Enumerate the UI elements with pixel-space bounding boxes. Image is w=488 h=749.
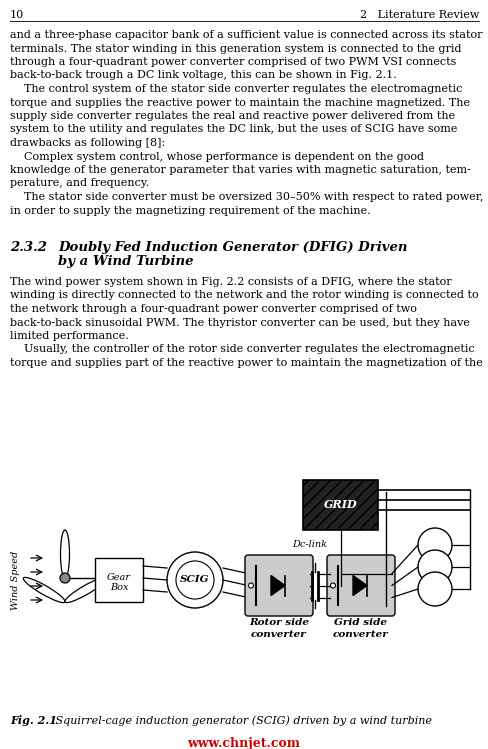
Text: Complex system control, whose performance is dependent on the good: Complex system control, whose performanc… [10, 151, 423, 162]
Text: Doubly Fed Induction Generator (DFIG) Driven: Doubly Fed Induction Generator (DFIG) Dr… [58, 241, 407, 254]
Text: perature, and frequency.: perature, and frequency. [10, 178, 149, 189]
Polygon shape [352, 575, 366, 595]
Text: in order to supply the magnetizing requirement of the machine.: in order to supply the magnetizing requi… [10, 205, 370, 216]
Bar [303, 480, 377, 530]
Circle shape [330, 583, 335, 588]
Text: Fig. 2.1: Fig. 2.1 [10, 715, 57, 726]
Ellipse shape [23, 577, 65, 603]
Text: torque and supplies the reactive power to maintain the machine magnetized. The: torque and supplies the reactive power t… [10, 97, 469, 108]
Text: back-to-back sinusoidal PWM. The thyristor converter can be used, but they have: back-to-back sinusoidal PWM. The thyrist… [10, 318, 469, 327]
Text: by a Wind Turbine: by a Wind Turbine [58, 255, 193, 268]
Text: The wind power system shown in Fig. 2.2 consists of a DFIG, where the stator: The wind power system shown in Fig. 2.2 … [10, 277, 451, 287]
Ellipse shape [61, 530, 69, 578]
Text: limited performance.: limited performance. [10, 331, 128, 341]
Text: The stator side converter must be oversized 30–50% with respect to rated power,: The stator side converter must be oversi… [10, 192, 482, 202]
Text: converter: converter [251, 630, 306, 639]
Text: www.chnjet.com: www.chnjet.com [187, 737, 300, 749]
Text: terminals. The stator winding in this generation system is connected to the grid: terminals. The stator winding in this ge… [10, 43, 461, 53]
FancyBboxPatch shape [244, 555, 312, 616]
Text: 2   Literature Review: 2 Literature Review [359, 10, 478, 20]
Text: winding is directly connected to the network and the rotor winding is connected : winding is directly connected to the net… [10, 291, 478, 300]
Text: drawbacks as following [8]:: drawbacks as following [8]: [10, 138, 165, 148]
Polygon shape [270, 575, 285, 595]
Text: through a four-quadrant power converter comprised of two PWM VSI connects: through a four-quadrant power converter … [10, 57, 455, 67]
Text: The control system of the stator side converter regulates the electromagnetic: The control system of the stator side co… [10, 84, 462, 94]
Text: Rotor side: Rotor side [248, 618, 308, 627]
Circle shape [417, 550, 451, 584]
Circle shape [167, 552, 223, 608]
Text: torque and supplies part of the reactive power to maintain the magnetization of : torque and supplies part of the reactive… [10, 358, 482, 368]
Circle shape [248, 583, 253, 588]
Text: Dc-link: Dc-link [292, 540, 327, 549]
Bar [95, 558, 142, 602]
Circle shape [60, 573, 70, 583]
Text: 10: 10 [10, 10, 24, 20]
Text: Squirrel-cage induction generator (SCIG) driven by a wind turbine: Squirrel-cage induction generator (SCIG)… [45, 715, 431, 726]
Text: back-to-back trough a DC link voltage, this can be shown in Fig. 2.1.: back-to-back trough a DC link voltage, t… [10, 70, 396, 80]
Circle shape [176, 561, 214, 599]
Text: system to the utility and regulates the DC link, but the uses of SCIG have some: system to the utility and regulates the … [10, 124, 456, 135]
Text: and a three-phase capacitor bank of a sufficient value is connected across its s: and a three-phase capacitor bank of a su… [10, 30, 482, 40]
Circle shape [417, 572, 451, 606]
Text: SCIG: SCIG [180, 575, 209, 584]
Text: 2.3.2: 2.3.2 [10, 241, 47, 254]
Text: Gear: Gear [107, 572, 131, 581]
Circle shape [417, 528, 451, 562]
Text: knowledge of the generator parameter that varies with magnetic saturation, tem-: knowledge of the generator parameter tha… [10, 165, 470, 175]
FancyBboxPatch shape [326, 555, 394, 616]
Text: Grid side: Grid side [334, 618, 386, 627]
Text: supply side converter regulates the real and reactive power delivered from the: supply side converter regulates the real… [10, 111, 454, 121]
Text: the network through a four-quadrant power converter comprised of two: the network through a four-quadrant powe… [10, 304, 416, 314]
Text: GRID: GRID [323, 500, 357, 511]
Text: Usually, the controller of the rotor side converter regulates the electromagneti: Usually, the controller of the rotor sid… [10, 345, 474, 354]
Ellipse shape [65, 577, 106, 603]
Text: Wind Speed: Wind Speed [12, 551, 20, 610]
Text: Box: Box [109, 583, 128, 592]
Text: converter: converter [332, 630, 388, 639]
